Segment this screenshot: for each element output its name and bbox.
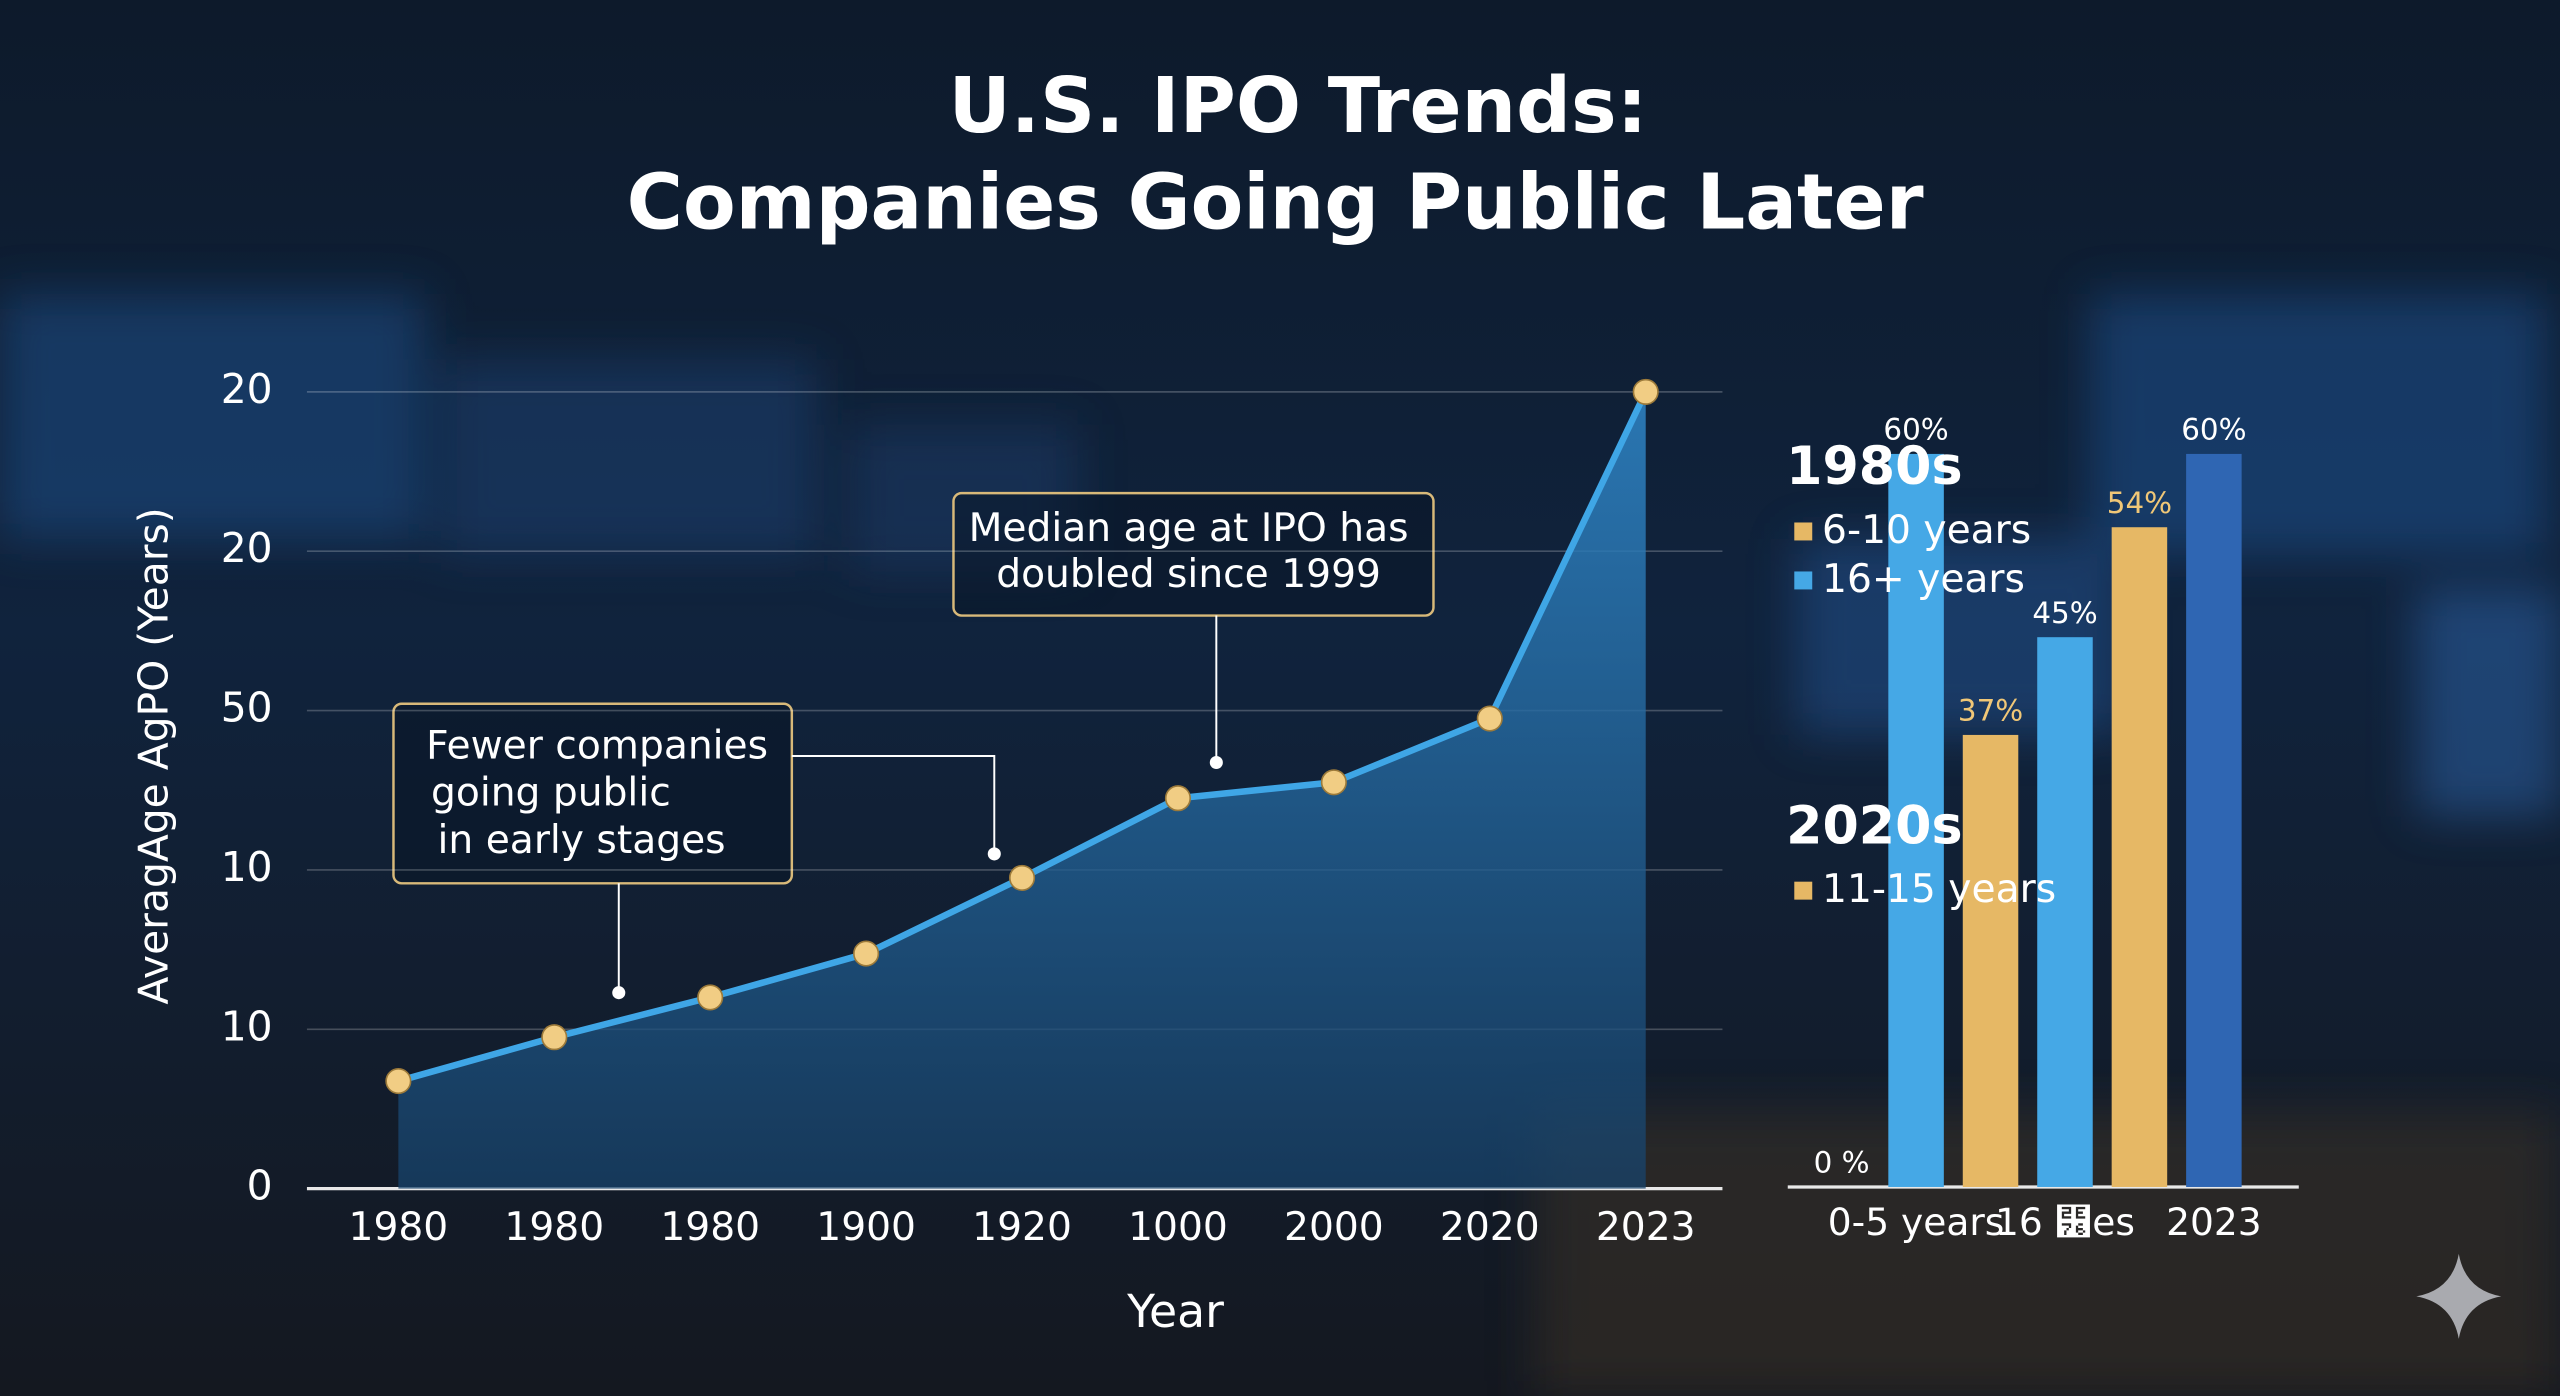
y-tick-label: 50 <box>221 684 273 732</box>
point <box>1632 378 1659 405</box>
x-tick-label: 2023 <box>1596 1205 1696 1250</box>
annotation-text: Fewer companies <box>426 723 768 768</box>
legend-label: 16+ years <box>1822 557 2025 602</box>
x-tick-label: 1900 <box>816 1205 916 1250</box>
y-tick-label: 10 <box>221 1002 273 1050</box>
y-tick-label: 0 <box>247 1162 273 1210</box>
data-label: 0 % <box>1814 1146 1870 1180</box>
annotation-text: in early stages <box>438 818 726 863</box>
x-tick-label: 1980 <box>504 1205 604 1250</box>
x-tick-label: 1980 <box>660 1205 760 1250</box>
data-label: 54% <box>2107 486 2172 520</box>
point <box>1008 864 1036 891</box>
connector <box>791 754 996 854</box>
connector-dot <box>612 986 626 1000</box>
bar <box>2186 453 2242 1187</box>
x-tick-label: 1000 <box>1128 1205 1228 1250</box>
point <box>853 940 880 967</box>
chart-title: Companies Going Public Later <box>627 158 1924 247</box>
legend-title: 2020s <box>1786 796 1962 856</box>
bar <box>2111 527 2168 1187</box>
annotation-text: Median age at IPO has <box>969 506 1409 551</box>
data-label: 37% <box>1958 694 2023 728</box>
point <box>385 1067 412 1095</box>
y-axis-label: AveragAge AgPO (Years) <box>130 507 178 1004</box>
legend-swatch <box>1794 522 1813 541</box>
connector-dot <box>1209 755 1223 770</box>
x-tick-label: 2000 <box>1284 1205 1384 1250</box>
point <box>1476 705 1503 732</box>
x-tick-label: 1980 <box>349 1205 449 1250</box>
point <box>697 984 724 1011</box>
bar <box>1962 734 2019 1187</box>
legend-swatch <box>1794 881 1813 900</box>
x-tick-label: 0-5 years <box>1828 1200 2005 1244</box>
annotation: Fewer companies going public in early st… <box>392 702 1001 1000</box>
data-label: 60% <box>1883 413 1948 447</box>
point <box>1164 785 1192 812</box>
connector-dot <box>987 847 1001 861</box>
legend-swatch <box>1794 571 1813 590</box>
x-axis-label: Year <box>1126 1285 1224 1338</box>
annotation-text: doubled since 1999 <box>996 552 1381 597</box>
bar <box>1888 453 1944 1187</box>
legend-label: 11-15 years <box>1822 867 2056 912</box>
bar <box>2037 637 2093 1187</box>
y-tick-label: 20 <box>221 524 273 572</box>
data-label: 60% <box>2181 413 2246 447</box>
background-blur <box>0 293 2560 1396</box>
data-label: 45% <box>2032 596 2097 630</box>
annotation-text: going public <box>431 771 671 816</box>
legend-label: 6-10 years <box>1822 508 2031 553</box>
x-tick-label: 16 ⹶es <box>1995 1200 2135 1244</box>
point <box>541 1024 568 1051</box>
sparkle-icon <box>2416 1253 2502 1339</box>
x-tick-label: 2020 <box>1440 1205 1540 1250</box>
annotation-box <box>392 702 794 885</box>
annotation: Median age at IPO has doubled since 1999 <box>952 491 1435 770</box>
chart-title: U.S. IPO Trends: <box>949 62 1648 151</box>
x-tick-label: 2023 <box>2166 1200 2262 1244</box>
y-tick-label: 10 <box>221 843 273 891</box>
point <box>1320 769 1347 796</box>
y-tick-label: 20 <box>221 365 273 413</box>
annotation-box <box>952 491 1435 617</box>
area <box>398 391 1646 1189</box>
x-tick-label: 1920 <box>972 1205 1072 1250</box>
legend-title: 1980s <box>1786 437 1962 497</box>
